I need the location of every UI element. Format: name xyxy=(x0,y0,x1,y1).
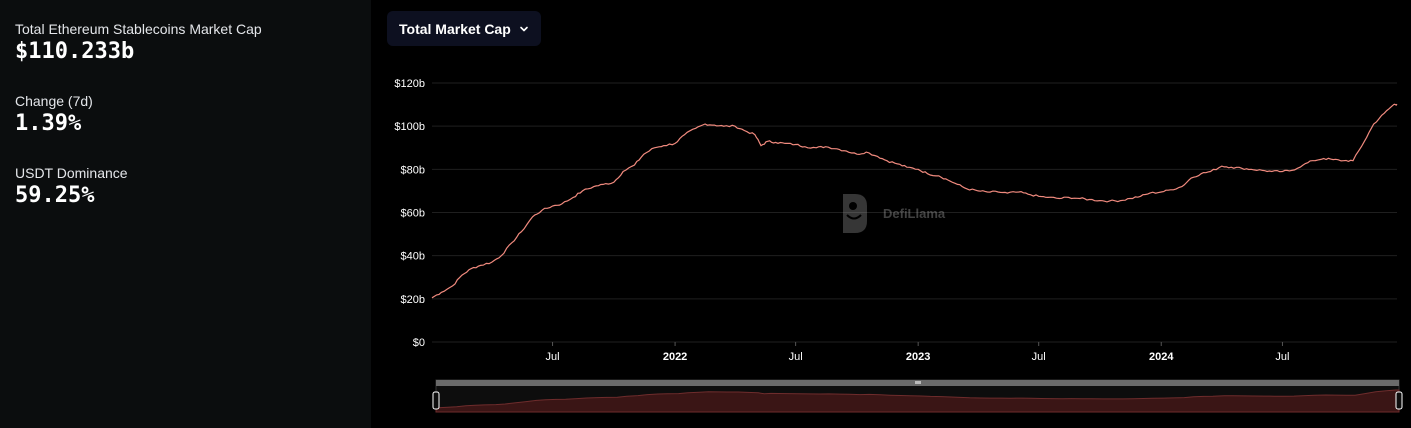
watermark-text: DefiLlama xyxy=(883,206,946,221)
market-cap-label: Total Ethereum Stablecoins Market Cap xyxy=(15,21,262,37)
y-tick-label: $40b xyxy=(401,251,425,263)
dominance-value: 59.25% xyxy=(15,183,95,208)
x-tick-label: 2022 xyxy=(663,351,687,363)
slider-right-handle[interactable] xyxy=(1395,391,1403,410)
y-tick-label: $20b xyxy=(401,294,425,306)
x-tick-label: 2024 xyxy=(1149,351,1174,363)
slider-left-handle[interactable] xyxy=(432,391,440,410)
dominance-label: USDT Dominance xyxy=(15,165,128,181)
market-cap-chart: $0 $20b $40b $60b $80b $100b $120b Jul 2022 Jul 2… xyxy=(394,78,1403,413)
x-tick-label: Jul xyxy=(789,351,803,363)
change-stat: Change (7d) 1.39% xyxy=(15,92,93,138)
slider-preview-area xyxy=(435,389,1400,413)
range-slider[interactable] xyxy=(432,379,1403,413)
y-tick-label: $60b xyxy=(401,208,425,220)
metric-dropdown-label: Total Market Cap xyxy=(399,20,511,37)
chart-panel: Total Market Cap $0 $20b $40b $60b $80b $100b… xyxy=(371,0,1411,428)
y-axis: $0 $20b $40b $60b $80b $100b $120b xyxy=(394,78,425,349)
change-label: Change (7d) xyxy=(15,93,93,109)
llama-logo-icon xyxy=(843,194,867,233)
watermark: DefiLlama xyxy=(843,194,946,233)
x-axis: Jul 2022 Jul 2023 Jul 2024 Jul xyxy=(546,342,1289,363)
dominance-stat: USDT Dominance 59.25% xyxy=(15,164,128,210)
chevron-down-icon xyxy=(519,26,528,31)
y-tick-label: $80b xyxy=(401,164,425,176)
market-cap-value: $110.233b xyxy=(15,39,135,64)
x-tick-label: Jul xyxy=(546,351,560,363)
slider-bar-grip[interactable] xyxy=(915,381,921,384)
y-tick-label: $100b xyxy=(394,121,425,133)
x-tick-label: 2023 xyxy=(906,351,930,363)
stats-sidebar: Total Ethereum Stablecoins Market Cap $1… xyxy=(0,0,370,428)
market-cap-stat: Total Ethereum Stablecoins Market Cap $1… xyxy=(15,20,262,66)
metric-dropdown-button[interactable]: Total Market Cap xyxy=(387,11,541,46)
x-tick-label: Jul xyxy=(1275,351,1289,363)
y-tick-label: $120b xyxy=(394,78,425,90)
market-cap-line xyxy=(431,103,1398,299)
y-tick-label: $0 xyxy=(413,337,425,349)
x-tick-label: Jul xyxy=(1032,351,1046,363)
change-value: 1.39% xyxy=(15,111,82,136)
